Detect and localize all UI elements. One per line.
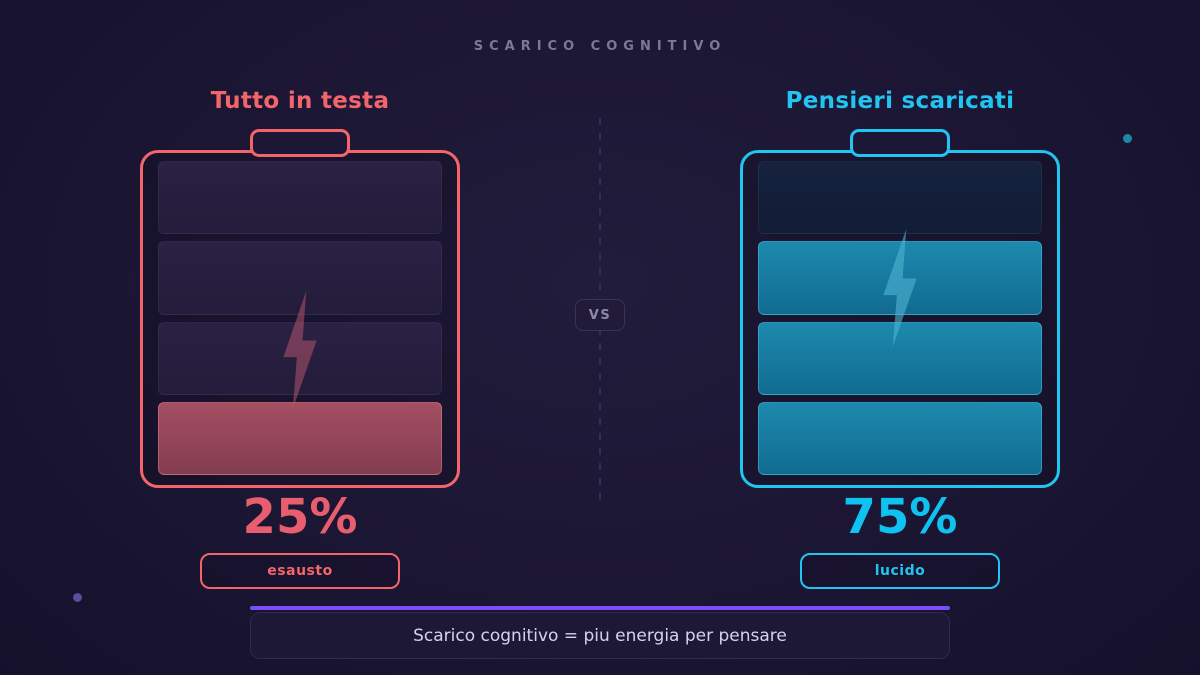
percent-value-left: 25% (242, 489, 358, 545)
battery-cap-right (850, 129, 950, 157)
battery-segment-filled (158, 401, 442, 475)
battery-body-left (140, 150, 460, 488)
battery-body-right (740, 150, 1060, 488)
battery-title-right: Pensieri scaricati (785, 88, 1015, 114)
status-badge-left: esausto (200, 553, 400, 589)
battery-segment-empty (758, 161, 1042, 235)
decor-dot-left (73, 593, 82, 602)
percent-value-right: 75% (842, 489, 958, 545)
page-title: SCARICO COGNITIVO (473, 39, 727, 54)
battery-segment-filled (758, 401, 1042, 475)
battery-column-right: Pensieri scaricati 75% lucido (700, 88, 1100, 589)
battery-column-left: Tutto in testa 25% esausto (100, 88, 500, 589)
status-badge-right: lucido (800, 553, 1000, 589)
battery-cap-left (250, 129, 350, 157)
vs-badge: VS (575, 299, 625, 331)
decor-dot-right (1123, 134, 1132, 143)
battery-segment-empty (158, 161, 442, 235)
battery-segment-empty (158, 241, 442, 315)
battery-title-left: Tutto in testa (210, 88, 390, 114)
footer-caption: Scarico cognitivo = piu energia per pens… (250, 612, 950, 659)
battery-segment-filled (758, 321, 1042, 395)
footer-accent-line (250, 606, 950, 610)
